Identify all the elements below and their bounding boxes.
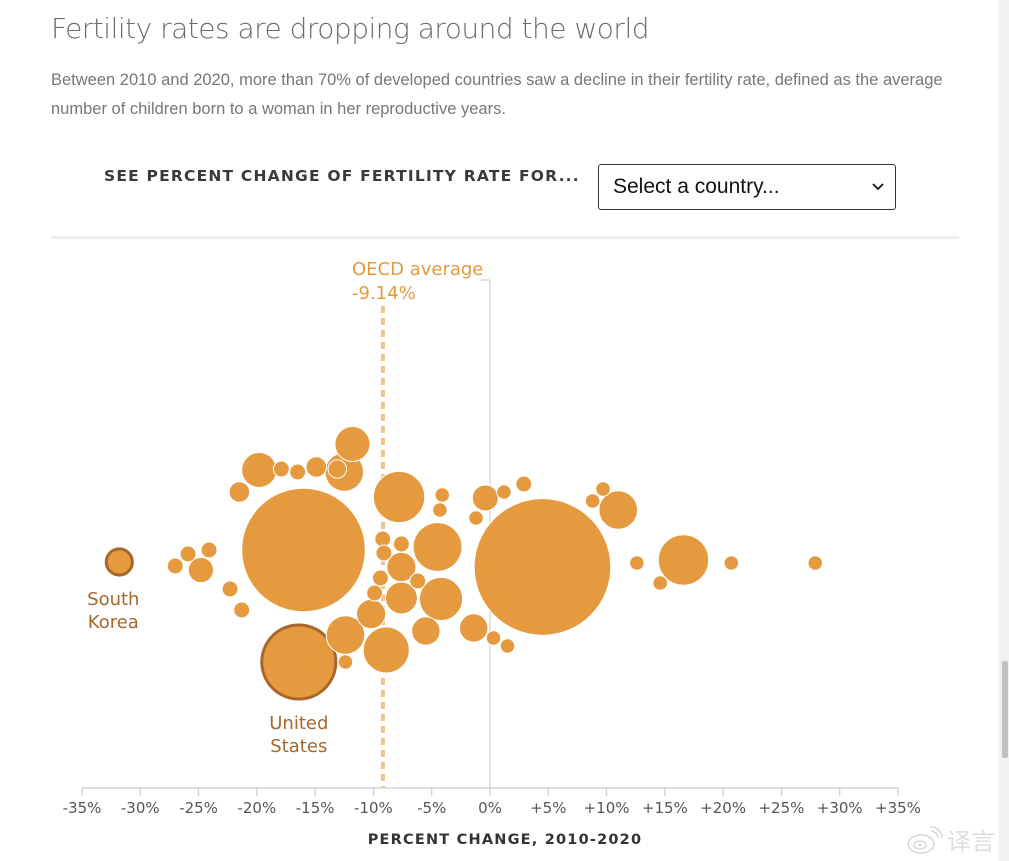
country-bubble [356,598,387,630]
filter-label: SEE PERCENT CHANGE OF FERTILITY RATE FOR… [104,167,580,185]
country-bubble [337,654,354,670]
x-axis-title: PERCENT CHANGE, 2010-2020 [368,832,643,848]
x-tick-label: +25% [758,799,804,817]
country-bubble [723,555,740,571]
country-bubble [272,460,290,478]
country-bubble [362,626,410,674]
country-bubble [412,522,463,572]
country-bubble [371,569,389,587]
country-bubble [515,475,533,493]
scrollbar[interactable] [999,0,1009,861]
country-bubble [221,580,239,598]
x-tick-label: +15% [642,799,688,817]
country-bubble [374,530,392,548]
country-label: States [270,736,327,757]
country-bubble [458,613,489,643]
country-bubble [409,572,427,590]
country-bubble [179,545,197,563]
country-label: Korea [88,612,139,633]
country-bubble [372,470,426,524]
section-divider [51,236,959,239]
country-select-value: Select a country... [613,175,780,198]
bubbles [104,425,824,701]
scrollbar-thumb[interactable] [1002,661,1008,758]
country-bubble [366,584,384,602]
watermark-text: 译言 [947,828,995,856]
country-bubble [187,556,215,584]
x-tick-label: +10% [584,799,630,817]
country-bubble [584,493,601,509]
country-bubble [807,555,824,571]
country-bubble [595,481,611,497]
x-tick-label: +5% [530,799,566,817]
x-tick-label: -5% [417,799,446,817]
x-tick-label: +20% [700,799,746,817]
country-bubble [289,463,307,481]
watermark: 译言 [905,822,995,857]
country-bubble [392,535,410,553]
page-description: Between 2010 and 2020, more than 70% of … [51,71,943,118]
country-bubble [485,630,502,646]
country-bubble [657,534,710,586]
country-bubble [418,576,464,622]
country-label: South [87,589,139,610]
country-filter-row: SEE PERCENT CHANGE OF FERTILITY RATE FOR… [104,164,580,185]
oecd-value-label: -9.14% [352,283,416,304]
country-bubble [305,456,328,478]
oecd-label: OECD average [352,259,483,280]
country-bubble [228,481,251,503]
country-bubble [334,425,371,463]
x-tick-label: -10% [354,799,393,817]
country-bubble [432,502,448,518]
country-bubble [241,487,366,613]
country-bubble [598,490,638,530]
page-title: Fertility rates are dropping around the … [51,12,650,45]
country-bubble [241,451,278,489]
x-tick-label: -30% [121,799,160,817]
country-bubble [411,616,441,646]
country-bubble [468,510,484,526]
country-bubble [233,601,251,619]
country-bubble [200,541,218,559]
country-bubble [166,557,184,575]
country-bubble [327,459,348,479]
x-tick-label: +35% [875,799,921,817]
country-label: United [269,713,328,734]
highlighted-country-bubble [104,547,134,577]
x-tick-label: +30% [817,799,863,817]
x-tick-label: -35% [63,799,102,817]
country-bubble [473,498,612,636]
country-bubble [434,487,450,503]
annotations: OECD average -9.14% PERCENT CHANGE, 2010… [87,259,643,848]
x-axis: -35% -30% -25% -20% -15% -10% -5% 0% +5% +10% +15%… [63,279,921,817]
chevron-down-icon [872,183,884,191]
country-bubble [496,484,512,500]
country-bubble [471,484,499,512]
country-bubble [629,555,645,571]
weibo-icon [907,825,943,854]
x-tick-label: -25% [179,799,218,817]
highlighted-country-bubble [260,623,338,701]
country-bubble [499,638,516,654]
x-tick-label: -20% [237,799,276,817]
country-select[interactable]: Select a country... [598,164,896,210]
country-bubble [375,544,393,562]
x-tick-label: 0% [478,799,502,817]
x-tick-label: -15% [296,799,335,817]
country-bubble [652,575,668,591]
